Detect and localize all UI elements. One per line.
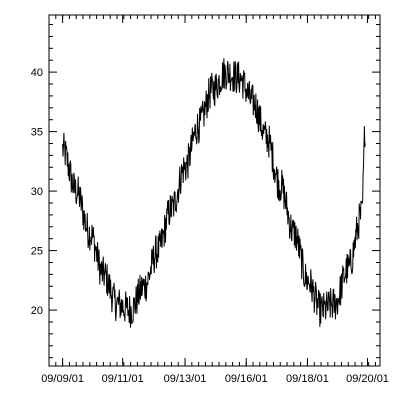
y-tick-label: 40	[31, 67, 43, 79]
y-tick-label: 35	[31, 127, 43, 139]
tick-layer	[48, 15, 380, 366]
x-tick-label: 09/13/01	[164, 373, 207, 385]
y-tick-label: 20	[31, 305, 43, 317]
y-tick-label: 30	[31, 186, 43, 198]
x-tick-label: 09/11/01	[102, 373, 144, 385]
x-tick-label: 09/20/01	[346, 373, 389, 385]
x-tick-label: 09/18/01	[286, 373, 329, 385]
tick-label-layer: 20 25 30 35 40 09/09/01 09/11/01 09/13/01 09/16/…	[31, 67, 389, 385]
plot-frame	[48, 14, 381, 367]
y-tick-label: 25	[31, 246, 43, 258]
series-line	[62, 58, 366, 328]
x-tick-label: 09/09/01	[41, 373, 84, 385]
x-tick-label: 09/16/01	[225, 373, 268, 385]
